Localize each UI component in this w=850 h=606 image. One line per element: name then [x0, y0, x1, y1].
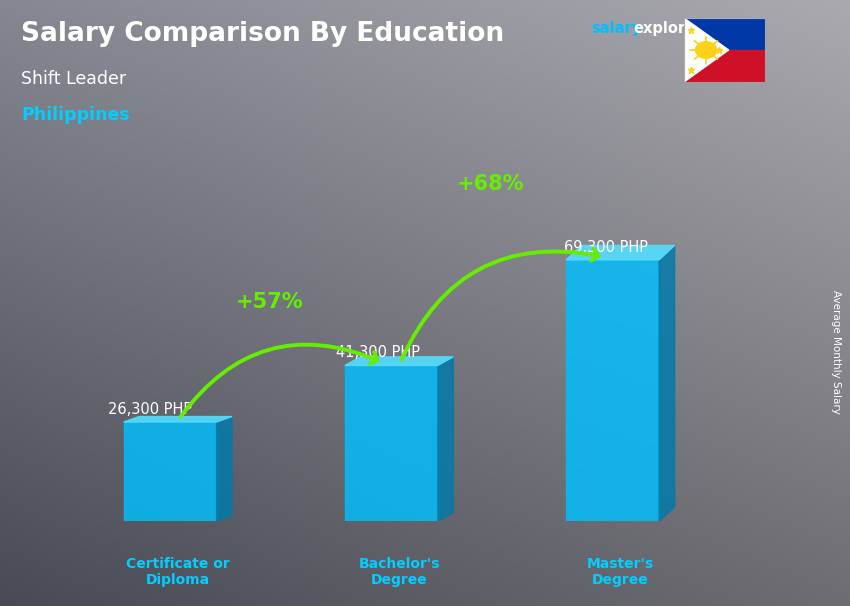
- Bar: [345, 365, 438, 521]
- Text: 26,300 PHP: 26,300 PHP: [108, 402, 192, 417]
- Text: Average Monthly Salary: Average Monthly Salary: [830, 290, 841, 413]
- Polygon shape: [566, 245, 675, 260]
- Text: Bachelor's
Degree: Bachelor's Degree: [359, 557, 440, 587]
- Polygon shape: [659, 245, 675, 521]
- Text: salary: salary: [591, 21, 641, 36]
- Text: +57%: +57%: [236, 292, 303, 312]
- Text: Master's
Degree: Master's Degree: [586, 557, 654, 587]
- Polygon shape: [438, 357, 453, 521]
- Polygon shape: [345, 357, 453, 365]
- Text: Shift Leader: Shift Leader: [21, 70, 127, 88]
- Text: +68%: +68%: [457, 175, 524, 195]
- Polygon shape: [684, 18, 728, 82]
- Polygon shape: [217, 416, 232, 521]
- Bar: [684, 18, 765, 50]
- Bar: [123, 422, 217, 521]
- Text: 41,300 PHP: 41,300 PHP: [336, 345, 420, 360]
- Bar: [684, 50, 765, 82]
- Text: 69,300 PHP: 69,300 PHP: [564, 239, 648, 255]
- Bar: [566, 260, 659, 521]
- Circle shape: [695, 42, 717, 58]
- Polygon shape: [123, 416, 232, 422]
- Text: explorer.com: explorer.com: [633, 21, 740, 36]
- Text: Certificate or
Diploma: Certificate or Diploma: [126, 557, 230, 587]
- Text: Salary Comparison By Education: Salary Comparison By Education: [21, 21, 504, 47]
- Text: Philippines: Philippines: [21, 106, 130, 124]
